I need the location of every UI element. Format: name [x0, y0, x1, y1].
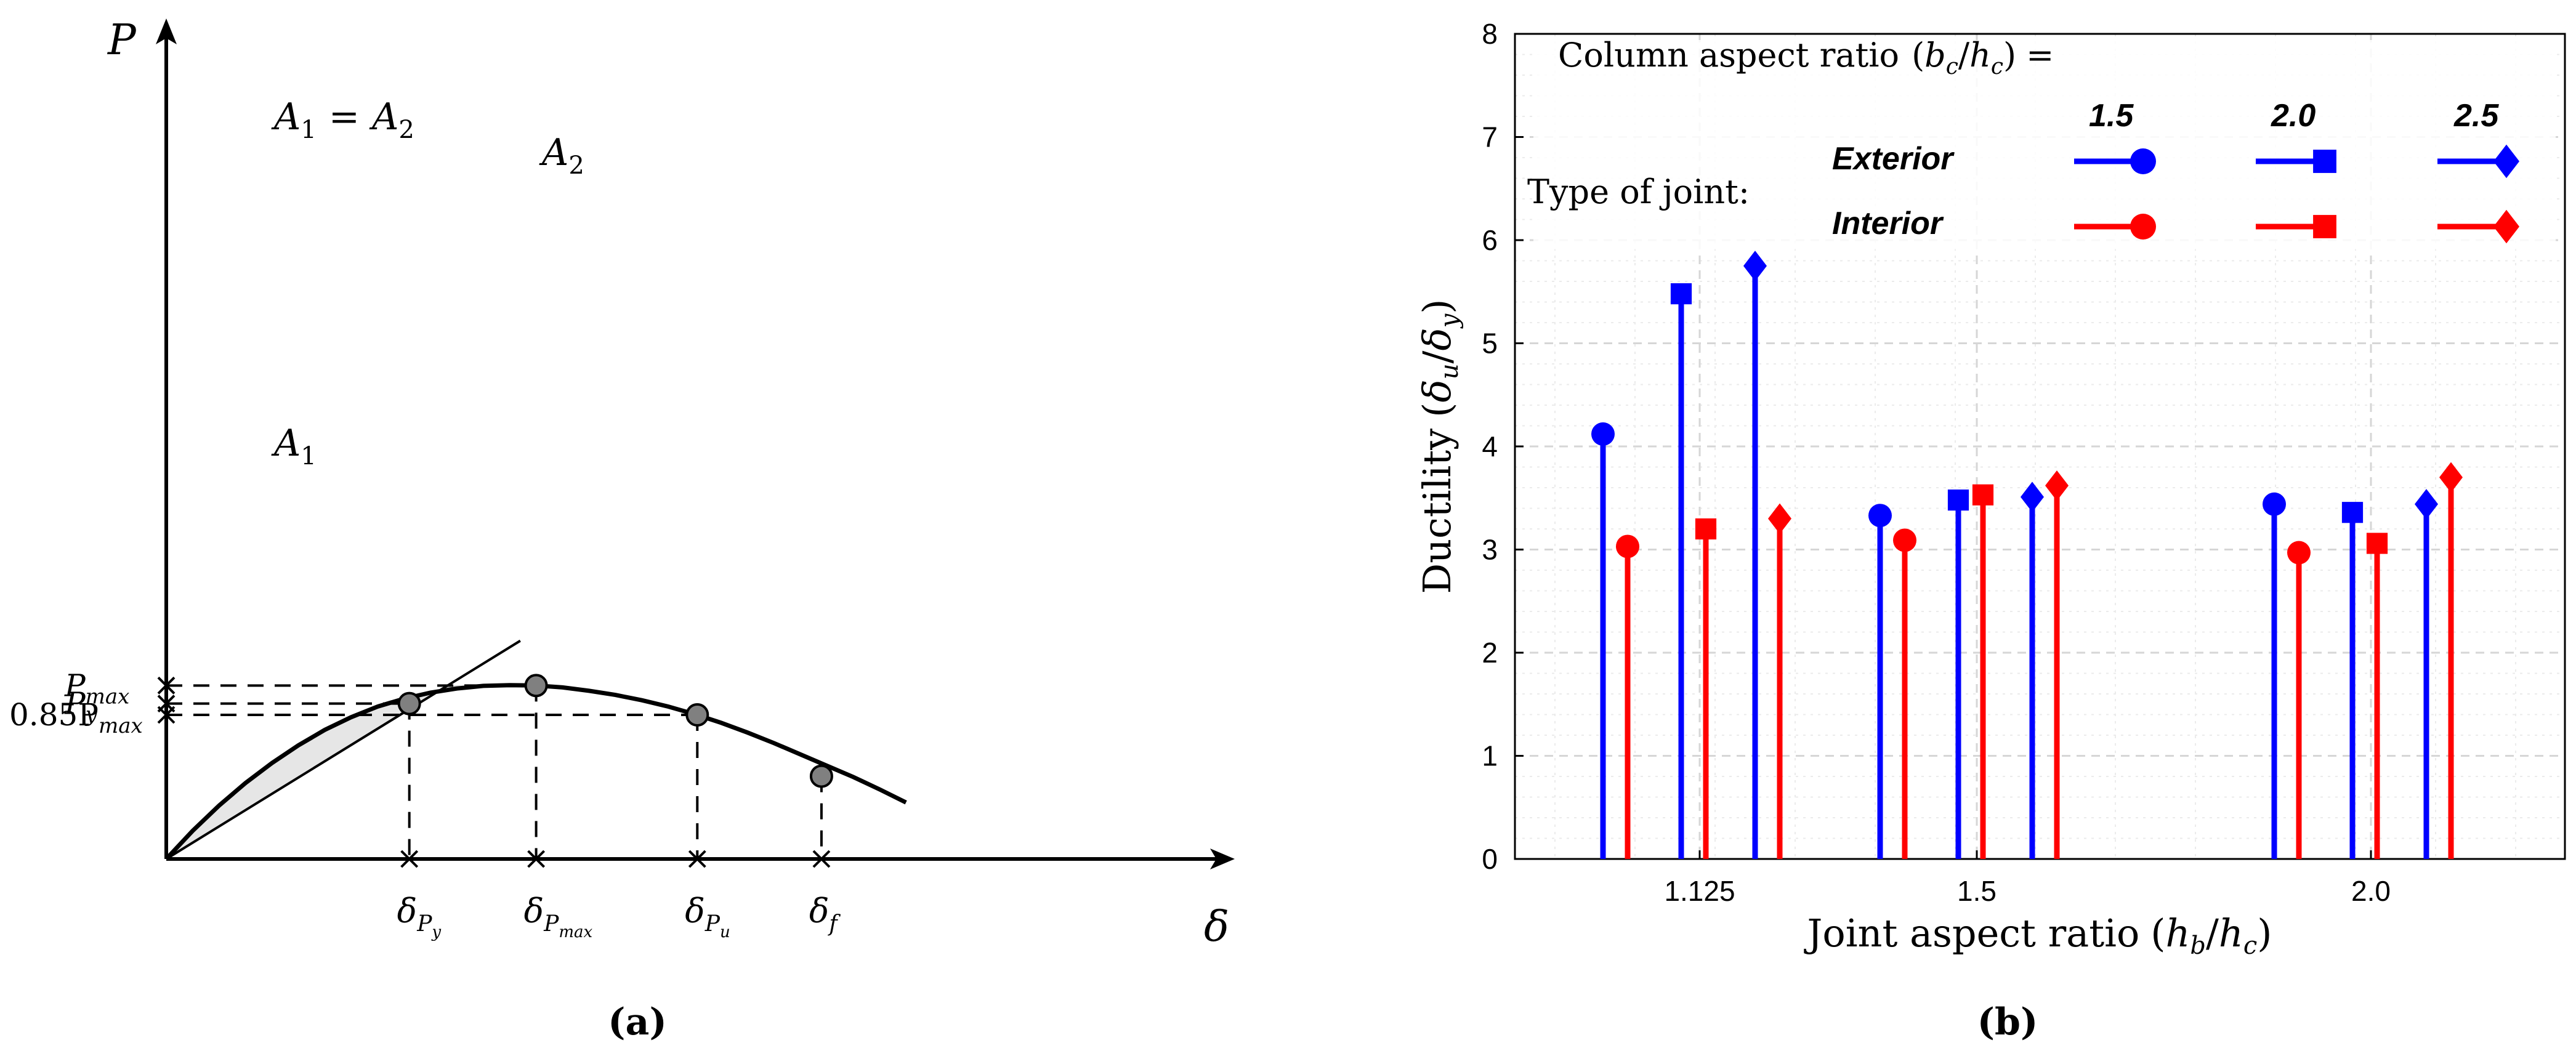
equality-label: A1 = A2: [271, 95, 414, 144]
stem-marker-exterior-1-5-cat0: [1591, 422, 1615, 446]
stem-marker-interior-2-0-cat1: [1972, 484, 1994, 506]
point-marker-yield: [397, 691, 421, 715]
stem-marker-exterior-2-5-cat1: [2021, 482, 2044, 512]
legend-marker-2: [2313, 150, 2336, 173]
y-tick-label-6: 6: [1482, 224, 1498, 256]
y-tick-pmax: Pmax: [64, 667, 129, 709]
y-tick-label-7: 7: [1482, 121, 1498, 153]
axis-tick-crosses: [157, 676, 831, 868]
y-tick-cross-ultimate: [157, 706, 176, 724]
point-marker-ultimate: [685, 703, 709, 727]
stem-marker-interior-2-5-cat1: [2045, 470, 2069, 501]
stem-marker-interior-1-5-cat2: [2287, 541, 2311, 565]
stem-marker-interior-2-0-cat2: [2366, 533, 2388, 554]
legend-marker-1: [2130, 214, 2156, 240]
axes-a: [156, 18, 1235, 869]
stem-marker-interior-2-5-cat0: [1768, 503, 1791, 534]
gridlines: [1515, 34, 2565, 859]
legend-marker-4: [2493, 144, 2519, 179]
x-tick-label-0: 1.125: [1664, 875, 1735, 907]
x-axis-arrowhead: [1210, 848, 1235, 869]
y-axis-label: P: [107, 16, 137, 65]
y-tick-label-2: 2: [1482, 637, 1498, 669]
y-tick-label-5: 5: [1482, 328, 1498, 360]
x-tick-cross-ultimate: [688, 850, 706, 868]
x-tick-delta-pmax: δPmax: [524, 892, 593, 941]
x-tick-labels: 1.125 1.5 2.0: [1664, 850, 2391, 907]
panel-b-caption: (b): [1977, 1001, 2038, 1044]
stem-marker-exterior-2-0-cat0: [1670, 283, 1692, 305]
legend-symbols: [2074, 144, 2519, 244]
a2-label: A2: [539, 131, 584, 180]
legend-row-exterior: Exterior: [1832, 141, 1955, 177]
stem-series: [1591, 251, 2463, 859]
x-tick-delta-pu: δPu: [685, 892, 730, 941]
stem-marker-interior-2-5-cat2: [2439, 462, 2463, 493]
y-axis-arrowhead: [156, 18, 177, 44]
y-tick-cross-max: [157, 676, 176, 695]
legend: Column aspect ratio (bc/hc) = Type of join…: [1527, 36, 2556, 249]
legend-marker-5: [2493, 209, 2519, 244]
y-tick-py: Py: [64, 686, 98, 727]
panel-a-schematic: P δ A1 = A2 A1 A2 Pmax Py 0.85Pmax δPy δPm…: [9, 16, 1235, 1044]
y-tick-labels: 0 1 2 3 4 5 6 7 8: [1482, 18, 1524, 875]
panel-a-caption: (a): [608, 1001, 667, 1044]
x-axis-label-b: Joint aspect ratio (hb/hc): [1804, 911, 2272, 960]
stem-marker-interior-1-5-cat1: [1893, 528, 1916, 552]
panel-b-ductility-chart: 0 1 2 3 4 5 6 7 8 1.125 1.5 2.0 Column aspect rati…: [1415, 18, 2566, 1044]
legend-joint-header: Type of joint:: [1527, 172, 1750, 211]
y-tick-label-1: 1: [1482, 740, 1498, 772]
point-marker-max: [524, 674, 548, 698]
stem-marker-exterior-2-5-cat0: [1743, 251, 1767, 281]
y-tick-label-4: 4: [1482, 430, 1498, 462]
y-tick-label-8: 8: [1482, 18, 1498, 50]
legend-marker-0: [2130, 148, 2156, 174]
legend-background: [1533, 40, 2556, 249]
stem-marker-exterior-2-0-cat1: [1947, 490, 1969, 511]
x-tick-delta-f: δf: [809, 892, 841, 937]
x-tick-cross-yield: [400, 850, 419, 868]
y-tick-label-0: 0: [1482, 843, 1498, 875]
stem-marker-exterior-1-5-cat1: [1868, 504, 1892, 528]
point-marker-failure: [809, 764, 833, 788]
legend-ratio-1-5: 1.5: [2089, 98, 2134, 134]
legend-ratio-2-5: 2.5: [2453, 98, 2499, 134]
legend-marker-3: [2313, 215, 2336, 238]
key-point-markers: [397, 674, 833, 788]
x-axis-label: δ: [1204, 903, 1229, 951]
x-tick-label-2: 2.0: [2351, 875, 2391, 907]
y-tick-085pmax: 0.85Pmax: [9, 697, 143, 738]
legend-row-interior: Interior: [1832, 206, 1944, 241]
x-tick-delta-py: δPy: [397, 892, 442, 941]
x-tick-cross-failure: [812, 850, 831, 868]
x-tick-label-1: 1.5: [1957, 875, 1997, 907]
secant-line: [165, 639, 521, 860]
stem-marker-interior-2-0-cat0: [1695, 518, 1717, 540]
stem-marker-exterior-1-5-cat2: [2263, 492, 2286, 516]
panel-a-labels: P δ A1 = A2 A1 A2 Pmax Py 0.85Pmax δPy δPm…: [9, 16, 1229, 1044]
stem-marker-exterior-2-5-cat2: [2415, 489, 2438, 520]
y-tick-label-3: 3: [1482, 534, 1498, 566]
a1-label: A1: [271, 422, 317, 470]
stem-marker-exterior-2-0-cat2: [2341, 502, 2364, 523]
stem-marker-interior-1-5-cat0: [1616, 534, 1639, 558]
x-tick-cross-max: [527, 850, 546, 868]
legend-column-header: Column aspect ratio (bc/hc) =: [1558, 36, 2054, 79]
legend-ratio-2-0: 2.0: [2271, 98, 2316, 134]
y-axis-label-b: Ductility(δu/δy): [1415, 299, 1464, 594]
